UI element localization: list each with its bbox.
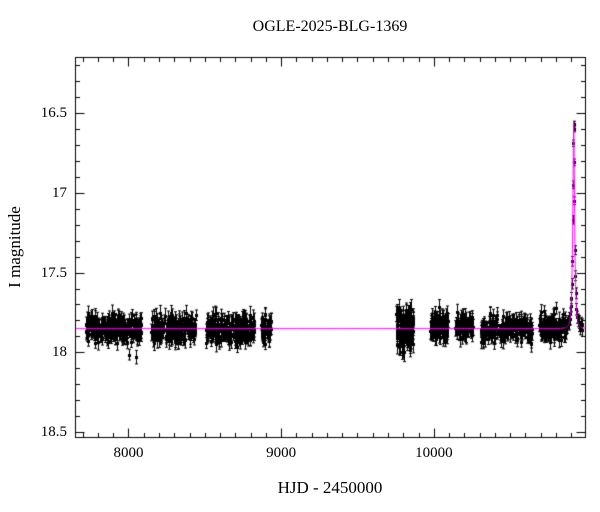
y-tick-label: 18.5 — [40, 424, 67, 441]
x-tick-label: 10000 — [415, 445, 453, 461]
y-tick-label: 17 — [52, 184, 67, 201]
y-tick-label: 18 — [52, 344, 67, 361]
y-tick-label: 17.5 — [40, 264, 67, 281]
chart-title: OGLE-2025-BLG-1369 — [252, 18, 408, 35]
x-axis-label: HJD - 2450000 — [277, 478, 383, 497]
x-tick-label: 8000 — [113, 445, 144, 461]
y-tick-label: 16.5 — [40, 104, 67, 121]
x-tick-label: 9000 — [266, 445, 297, 461]
